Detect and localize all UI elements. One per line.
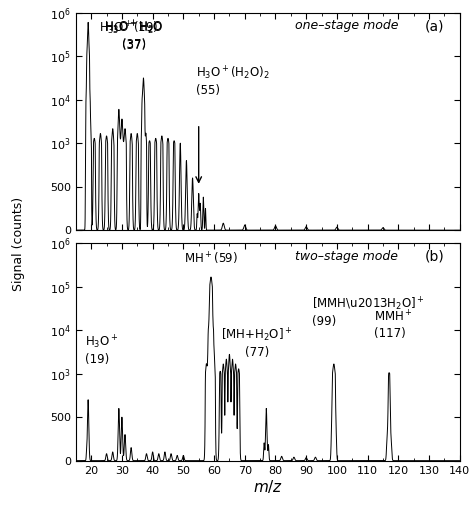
X-axis label: $m/z$: $m/z$ bbox=[253, 478, 283, 495]
Text: Signal (counts): Signal (counts) bbox=[12, 197, 26, 291]
Text: H$_3$O$^+$(H$_2$O)$_2$
(55): H$_3$O$^+$(H$_2$O)$_2$ (55) bbox=[196, 65, 270, 97]
Text: H$_3$O$^+$H$_2$O
(37): H$_3$O$^+$H$_2$O (37) bbox=[104, 20, 164, 52]
Text: MMH$^+$
(117): MMH$^+$ (117) bbox=[374, 309, 412, 340]
Text: [MMH\u2013H$_2$O]$^+$
(99): [MMH\u2013H$_2$O]$^+$ (99) bbox=[312, 295, 425, 328]
Text: MH$^+$(59): MH$^+$(59) bbox=[184, 251, 238, 267]
Text: (a): (a) bbox=[425, 19, 445, 33]
Text: one–stage mode: one–stage mode bbox=[295, 19, 398, 32]
Text: two–stage mode: two–stage mode bbox=[295, 250, 398, 263]
Text: [MH+H$_2$O]$^+$
(77): [MH+H$_2$O]$^+$ (77) bbox=[221, 327, 293, 359]
Text: H$_3$O$^+$(19): H$_3$O$^+$(19) bbox=[99, 19, 158, 37]
Text: (b): (b) bbox=[425, 250, 445, 264]
Text: H$_3$O$^+$
(19): H$_3$O$^+$ (19) bbox=[85, 334, 118, 366]
Text: H$_3$O$^+$H$_2$O
(37): H$_3$O$^+$H$_2$O (37) bbox=[104, 19, 164, 51]
